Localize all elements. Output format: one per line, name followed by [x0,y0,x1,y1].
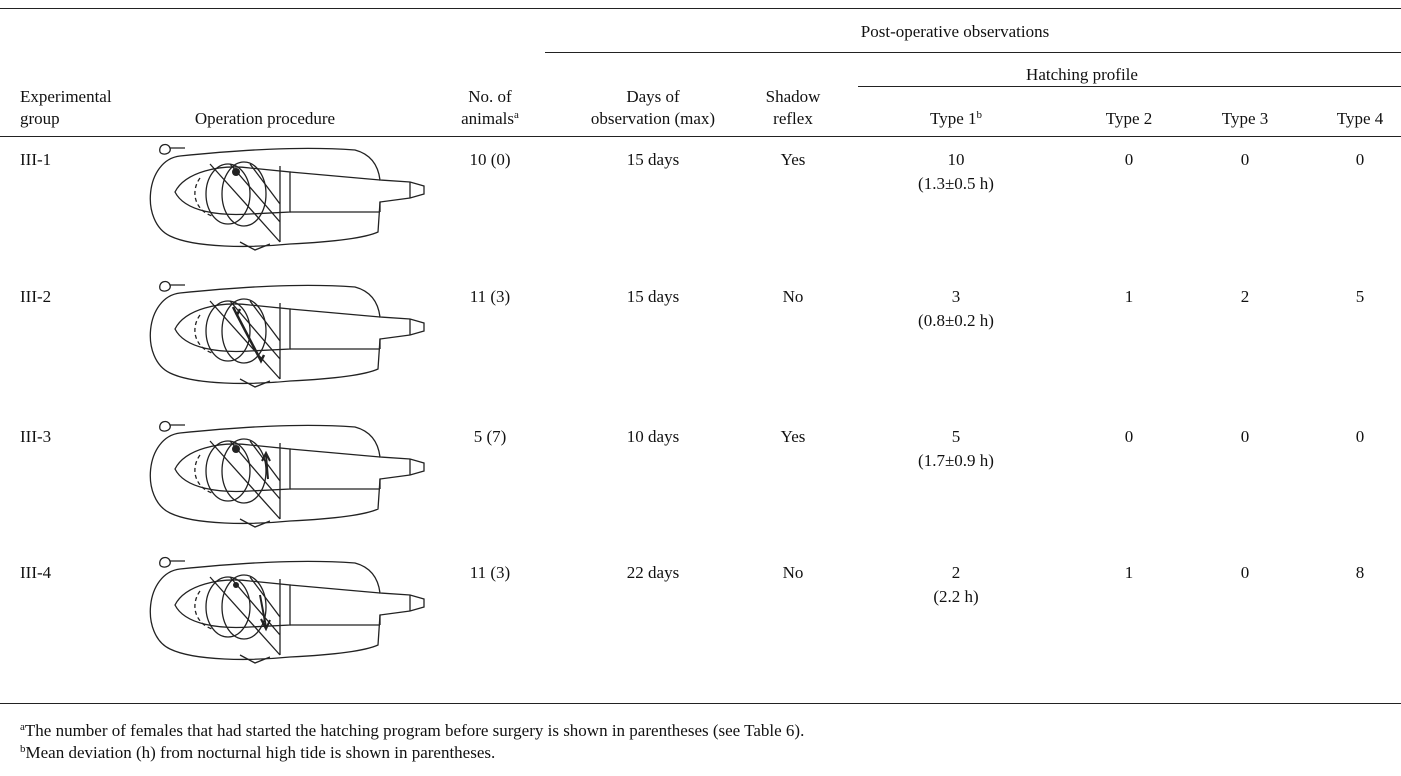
table-cell: 0 [1125,150,1134,170]
table-cell: 0 [1356,427,1365,447]
bottom-rule [0,703,1401,704]
col-header: Type 3 [1222,109,1269,129]
table-cell: 2 [1241,287,1250,307]
col-header: Days of [626,87,679,107]
table-cell: 1 [1125,563,1134,583]
table-cell: 15 days [627,150,679,170]
table-cell: III-1 [20,150,51,170]
table-cell: 2 [952,563,961,583]
header-text: animals [461,109,514,128]
table-cell: 10 (0) [469,150,510,170]
table-cell: 0 [1241,563,1250,583]
table-cell: Yes [781,150,806,170]
col-header: Type 1b [930,109,982,129]
table-cell: 11 (3) [470,287,510,307]
spanner-header: Post-operative observations [861,22,1049,42]
table-cell: (2.2 h) [933,587,978,607]
footnote-text: Mean deviation (h) from nocturnal high t… [26,743,496,762]
table-cell: 11 (3) [470,563,510,583]
footnote-mark: b [977,109,983,121]
table-cell: 1 [1125,287,1134,307]
table-cell: No [783,563,804,583]
col-header: Type 4 [1337,109,1384,129]
table-cell: 8 [1356,563,1365,583]
table-cell: III-4 [20,563,51,583]
header-text: Type 1 [930,109,977,128]
operation-drawing [140,142,430,252]
col-header: Type 2 [1106,109,1153,129]
spanner-header: Hatching profile [1026,65,1138,85]
table-cell: (1.7±0.9 h) [918,451,994,471]
footnote: aThe number of females that had started … [20,721,804,741]
footnote-text: The number of females that had started t… [25,721,804,740]
table-cell: 3 [952,287,961,307]
header-rule [0,136,1401,137]
table-cell: 0 [1241,150,1250,170]
table-cell: 10 days [627,427,679,447]
operation-drawing [140,555,430,665]
table-cell: Yes [781,427,806,447]
operation-drawing [140,419,430,529]
table-cell: III-2 [20,287,51,307]
col-header: group [20,109,60,129]
table-cell: 5 (7) [474,427,507,447]
footnote: bMean deviation (h) from nocturnal high … [20,743,495,763]
table-cell: 0 [1356,150,1365,170]
table-cell: 0 [1241,427,1250,447]
table-cell: (1.3±0.5 h) [918,174,994,194]
table-cell: III-3 [20,427,51,447]
table-cell: 15 days [627,287,679,307]
table-cell: 5 [952,427,961,447]
col-header: Shadow [766,87,821,107]
top-rule [0,8,1401,9]
table-cell: (0.8±0.2 h) [918,311,994,331]
col-header: Experimental [20,87,112,107]
col-header: reflex [773,109,813,129]
table-cell: 0 [1125,427,1134,447]
table-cell: 5 [1356,287,1365,307]
col-header: animalsa [461,109,519,129]
table-cell: 22 days [627,563,679,583]
operation-drawing [140,279,430,389]
table-cell: No [783,287,804,307]
spanner-rule [858,86,1401,87]
table-page: Post-operative observations Hatching pro… [0,0,1401,776]
table-cell: 10 [948,150,965,170]
spanner-rule [545,52,1401,53]
col-header: observation (max) [591,109,715,129]
col-header: No. of [468,87,511,107]
footnote-mark: a [514,109,519,121]
col-header: Operation procedure [195,109,335,129]
